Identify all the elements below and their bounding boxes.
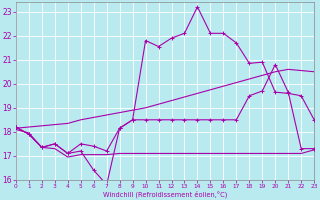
X-axis label: Windchill (Refroidissement éolien,°C): Windchill (Refroidissement éolien,°C)	[103, 190, 227, 198]
